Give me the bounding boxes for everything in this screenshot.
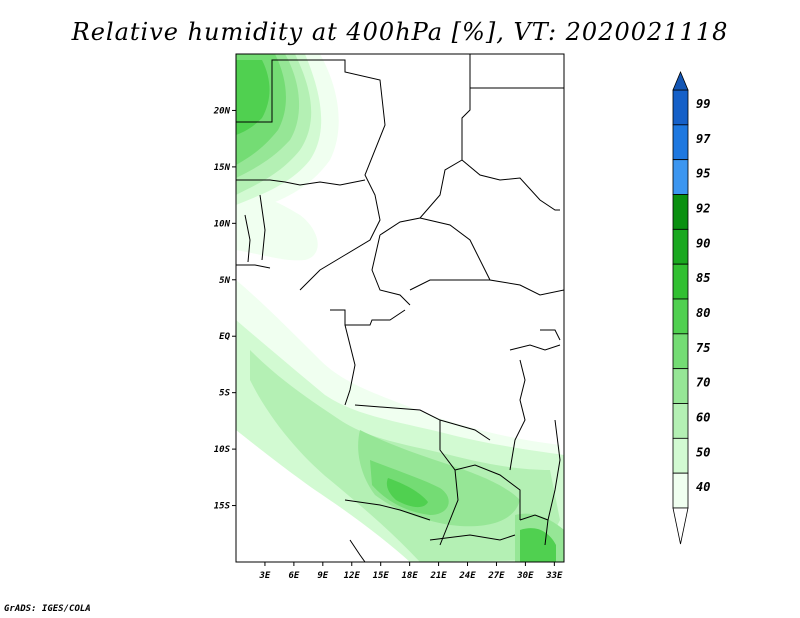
colorbar-label: 92	[696, 202, 710, 216]
colorbar-label: 40	[696, 480, 710, 494]
grads-credit: GrADS: IGES/COLA	[4, 604, 91, 614]
colorbar-swatch	[672, 263, 689, 300]
lon-tick-label: 9E	[317, 571, 328, 581]
lon-tick-label: 33E	[545, 571, 563, 581]
map-frame	[235, 53, 565, 563]
lat-tick-label: 5N	[219, 276, 230, 286]
country-borders	[236, 54, 564, 562]
colorbar-swatch	[672, 368, 689, 404]
lon-tick-label: 30E	[516, 571, 534, 581]
rh-band-80	[236, 60, 270, 135]
colorbar-label: 70	[696, 376, 710, 390]
lat-tick-label: 20N	[213, 106, 231, 116]
colorbar-label: 60	[696, 411, 710, 425]
latitude-axis: 20N 15N 10N 5N EQ 5S 10S 15S	[213, 106, 236, 512]
lon-tick-label: 18E	[402, 571, 419, 581]
lat-tick-label: 5S	[219, 389, 230, 399]
lon-tick-label: 27E	[487, 571, 505, 581]
rh-band-80-south	[386, 478, 428, 508]
colorbar-label: 50	[696, 445, 710, 459]
lat-tick-label: 15S	[214, 502, 231, 512]
colorbar-swatch	[672, 437, 689, 474]
lon-tick-label: 15E	[373, 571, 390, 581]
colorbar: 99 97 95 92 90 85 80 75 70 60 50 40	[672, 70, 711, 545]
longitude-axis: 3E 6E 9E 12E 15E 18E 21E 24E 27E 30E 33E	[259, 562, 563, 581]
colorbar-label: 90	[696, 236, 710, 250]
colorbar-swatch	[672, 333, 689, 370]
rh-band-80-se	[520, 528, 556, 562]
colorbar-swatch	[672, 403, 689, 439]
lat-tick-label: 10S	[214, 445, 231, 455]
rh-band-40-north	[236, 195, 318, 261]
colorbar-swatch	[672, 472, 689, 509]
colorbar-swatch	[672, 298, 689, 335]
colorbar-max-arrow	[672, 70, 689, 91]
colorbar-swatch	[672, 194, 689, 230]
colorbar-swatch	[672, 89, 689, 126]
lon-tick-label: 21E	[429, 571, 447, 581]
colorbar-swatch	[672, 124, 689, 161]
lat-tick-label: 10N	[214, 219, 231, 229]
map-title: Relative humidity at 400hPa [%], VT: 202…	[71, 18, 729, 46]
colorbar-min-arrow	[672, 507, 689, 545]
lon-tick-label: 12E	[344, 571, 361, 581]
lon-tick-label: 6E	[288, 571, 299, 581]
colorbar-label: 80	[696, 306, 710, 320]
colorbar-label: 95	[696, 167, 710, 181]
humidity-fill	[236, 54, 564, 562]
lon-tick-label: 24E	[458, 571, 476, 581]
colorbar-label: 75	[696, 341, 710, 355]
colorbar-swatch	[672, 228, 689, 265]
lat-tick-label: EQ	[219, 332, 230, 342]
lat-tick-label: 15N	[214, 163, 231, 173]
colorbar-label: 85	[696, 271, 710, 285]
lon-tick-label: 3E	[259, 571, 271, 581]
colorbar-label: 99	[696, 97, 710, 111]
colorbar-swatch	[672, 159, 689, 195]
colorbar-label: 97	[696, 132, 711, 146]
